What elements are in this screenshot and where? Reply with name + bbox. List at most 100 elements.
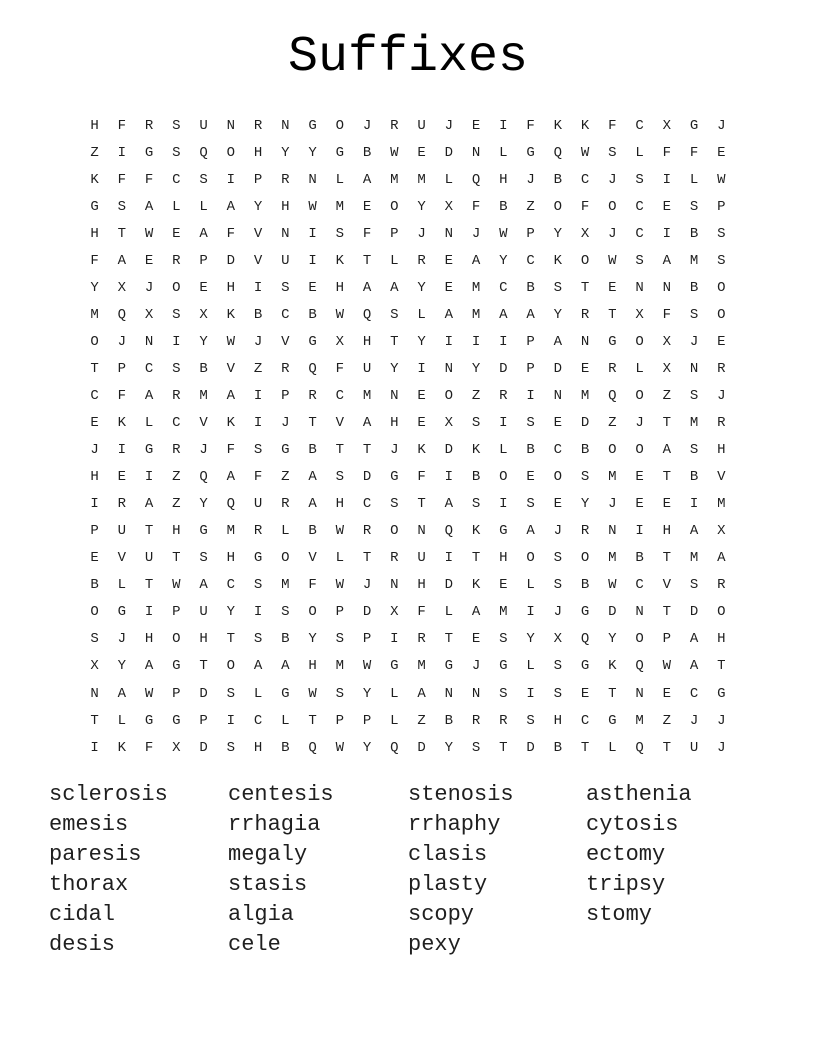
grid-letter: H (90, 117, 99, 134)
grid-letter: Z (90, 144, 99, 161)
grid-letter: S (689, 387, 699, 404)
grid-letter: V (717, 469, 726, 486)
grid-letter: R (608, 360, 617, 377)
grid-letter: O (281, 550, 290, 567)
grid-letter: I (444, 550, 454, 567)
grid-letter: S (172, 306, 181, 323)
grid-letter: O (172, 631, 181, 648)
grid-letter: M (335, 198, 345, 215)
grid-letter: O (499, 469, 508, 486)
grid-letter: S (689, 306, 699, 323)
grid-letter: E (471, 117, 481, 134)
grid-letter: X (662, 333, 672, 350)
grid-letter: V (308, 550, 317, 567)
grid-letter: I (471, 333, 481, 350)
grid-letter: J (608, 171, 617, 188)
grid-letter: S (335, 225, 345, 242)
grid-letter: T (226, 631, 236, 648)
grid-letter: S (226, 739, 236, 756)
grid-letter: G (144, 442, 154, 459)
grid-letter: E (417, 415, 426, 432)
grid-letter: G (390, 469, 399, 486)
grid-letter: B (689, 279, 699, 296)
grid-letter: O (717, 306, 726, 323)
grid-letter: I (417, 360, 426, 377)
grid-letter: S (390, 306, 399, 323)
grid-letter: B (689, 469, 699, 486)
grid-letter: T (608, 685, 617, 702)
grid-letter: M (390, 171, 399, 188)
grid-letter: F (662, 306, 672, 323)
grid-letter: X (635, 306, 644, 323)
grid-letter: E (90, 550, 99, 567)
grid-letter: S (689, 577, 699, 594)
grid-letter: A (144, 198, 154, 215)
grid-letter: M (471, 279, 481, 296)
grid-letter: G (199, 523, 208, 540)
grid-letter: Z (172, 496, 181, 513)
grid-letter: M (417, 171, 426, 188)
grid-letter: C (226, 577, 236, 594)
grid-letter: G (499, 658, 508, 675)
grid-letter: X (553, 631, 563, 648)
grid-letter: L (281, 523, 290, 540)
grid-letter: P (90, 523, 99, 540)
grid-letter: I (117, 144, 127, 161)
grid-letter: P (362, 712, 372, 729)
grid-letter: O (635, 631, 644, 648)
grid-letter: U (117, 523, 127, 540)
grid-letter: J (635, 415, 644, 432)
grid-letter: I (117, 442, 127, 459)
grid-letter: A (144, 496, 154, 513)
grid-letter: L (417, 306, 426, 323)
grid-letter: F (117, 387, 127, 404)
grid-letter: R (471, 712, 481, 729)
word-list-item: stenosis (408, 782, 514, 807)
grid-letter: N (226, 117, 236, 134)
grid-letter: H (417, 577, 426, 594)
grid-letter: Y (580, 496, 590, 513)
grid-letter: W (226, 333, 236, 350)
grid-letter: N (444, 360, 454, 377)
grid-letter: C (635, 117, 644, 134)
grid-letter: F (226, 442, 236, 459)
grid-letter: J (608, 225, 617, 242)
word-list-item: pexy (408, 932, 461, 957)
grid-letter: E (635, 469, 644, 486)
grid-letter: N (144, 333, 154, 350)
grid-letter: N (635, 604, 644, 621)
grid-letter: B (580, 442, 590, 459)
grid-letter: O (90, 333, 99, 350)
word-list-item: ectomy (586, 842, 666, 867)
grid-letter: N (471, 685, 481, 702)
grid-letter: K (117, 739, 127, 756)
grid-letter: M (335, 658, 345, 675)
grid-letter: T (144, 523, 154, 540)
grid-letter: J (689, 712, 699, 729)
grid-letter: Y (362, 739, 372, 756)
grid-letter: J (362, 117, 372, 134)
grid-letter: V (281, 333, 290, 350)
grid-letter: B (281, 739, 290, 756)
grid-letter: L (144, 415, 154, 432)
grid-letter: M (689, 252, 699, 269)
grid-letter: D (362, 604, 372, 621)
grid-letter: W (335, 739, 345, 756)
grid-letter: S (553, 577, 563, 594)
grid-letter: A (553, 333, 563, 350)
grid-letter: I (144, 469, 154, 486)
grid-letter: V (662, 577, 672, 594)
grid-letter: D (199, 739, 208, 756)
grid-letter: J (281, 415, 290, 432)
grid-letter: B (580, 577, 590, 594)
grid-letter: F (417, 469, 426, 486)
grid-letter: U (199, 604, 208, 621)
grid-letter: P (390, 225, 399, 242)
grid-letter: N (390, 577, 399, 594)
grid-letter: J (717, 387, 726, 404)
word-list-item: plasty (408, 872, 488, 897)
grid-letter: V (253, 252, 263, 269)
grid-letter: X (717, 523, 726, 540)
grid-letter: U (253, 496, 263, 513)
word-list-item: clasis (408, 842, 488, 867)
